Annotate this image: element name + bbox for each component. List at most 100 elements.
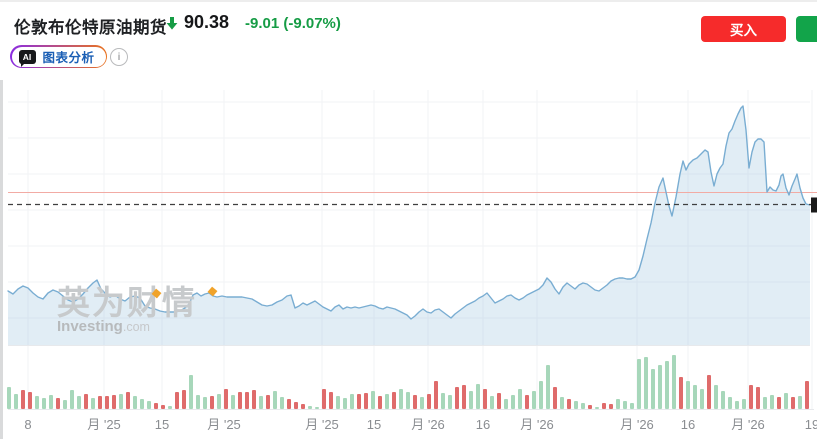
volume-bar [679, 377, 683, 409]
volume-bar [21, 390, 25, 409]
volume-bar [427, 394, 431, 409]
x-axis-label: 月 '26 [411, 417, 445, 432]
volume-bar [105, 396, 109, 409]
volume-bar [308, 406, 312, 409]
volume-bar [357, 394, 361, 409]
price-down-arrow-icon [166, 17, 178, 30]
volume-bar [371, 391, 375, 409]
volume-bar [175, 392, 179, 409]
volume-bar [476, 384, 480, 409]
volume-bar [777, 397, 781, 409]
volume-bar [658, 365, 662, 409]
volume-bar [490, 396, 494, 409]
x-axis-label: 8 [24, 417, 31, 432]
volume-bar [581, 403, 585, 409]
volume-bar [434, 381, 438, 409]
volume-bar [588, 405, 592, 409]
volume-bar [756, 387, 760, 409]
volume-bar [210, 396, 214, 409]
ai-chat-bubble-icon: AI [18, 49, 36, 67]
sell-button[interactable] [796, 16, 817, 42]
volume-bar [441, 393, 445, 409]
volume-bar [231, 395, 235, 409]
volume-bar [140, 399, 144, 409]
volume-bar [147, 401, 151, 409]
volume-bar [406, 392, 410, 409]
volume-bar [700, 389, 704, 409]
volume-bar [133, 396, 137, 409]
volume-bar [518, 389, 522, 409]
volume-bar [294, 402, 298, 409]
x-axis-label: 月 '26 [620, 417, 654, 432]
volume-bar [245, 392, 249, 409]
current-price-marker [811, 197, 817, 213]
volume-bar [217, 394, 221, 409]
volume-bar [798, 396, 802, 409]
volume-bar [728, 397, 732, 409]
volume-bar [637, 359, 641, 409]
volume-bar [805, 381, 809, 409]
volume-bar [63, 400, 67, 409]
volume-bar [343, 398, 347, 409]
volume-bar [364, 393, 368, 409]
volume-bar [322, 389, 326, 409]
volume-bar [770, 395, 774, 409]
volume-bar [448, 395, 452, 409]
volume-bar [714, 385, 718, 409]
volume-bar [259, 396, 263, 409]
volume-bar [567, 399, 571, 409]
volume-bar [644, 357, 648, 409]
volume-bar [553, 387, 557, 409]
buy-button[interactable]: 买入 [701, 16, 786, 42]
volume-bar [301, 404, 305, 409]
volume-bar [329, 392, 333, 409]
volume-bar [651, 369, 655, 409]
volume-bar [595, 407, 599, 409]
ai-chart-analysis-label: 图表分析 [42, 51, 95, 65]
volume-bar [511, 395, 515, 409]
volume-bar [539, 381, 543, 409]
volume-bar [525, 395, 529, 409]
volume-bar [7, 387, 11, 409]
volume-bar [84, 394, 88, 409]
volume-bar [630, 403, 634, 409]
volume-bar [336, 396, 340, 409]
volume-bar [413, 395, 417, 409]
volume-bar [168, 406, 172, 409]
volume-bar [742, 399, 746, 409]
x-axis-label: 月 '25 [87, 417, 121, 432]
volume-bar [91, 398, 95, 409]
info-icon[interactable]: i [110, 48, 128, 66]
volume-bar [14, 394, 18, 409]
volume-bar [238, 392, 242, 409]
x-axis-label: 16 [681, 417, 695, 432]
volume-bar [49, 395, 53, 409]
volume-bar [672, 355, 676, 409]
volume-bar [602, 403, 606, 409]
volume-bar [56, 398, 60, 409]
volume-bar [763, 397, 767, 409]
volume-bar [161, 405, 165, 409]
volume-bar [497, 393, 501, 409]
x-axis-label: 月 '25 [207, 417, 241, 432]
volume-bar [196, 395, 200, 409]
volume-bar [154, 403, 158, 409]
volume-bar [385, 394, 389, 409]
volume-bar [378, 396, 382, 409]
volume-bar [28, 392, 32, 409]
volume-bar [224, 389, 228, 409]
x-axis-label: 19 [805, 417, 817, 432]
x-axis-label: 月 '25 [305, 417, 339, 432]
chart-plot-area[interactable] [8, 90, 810, 409]
ai-chart-analysis-button[interactable]: AI 图表分析 [10, 45, 108, 68]
volume-bar [266, 395, 270, 409]
volume-bar [315, 407, 319, 409]
volume-bar [280, 397, 284, 409]
volume-bar [35, 396, 39, 409]
volume-bar [791, 397, 795, 409]
price-line [7, 105, 811, 320]
volume-bar [455, 387, 459, 409]
volume-bar [462, 385, 466, 409]
